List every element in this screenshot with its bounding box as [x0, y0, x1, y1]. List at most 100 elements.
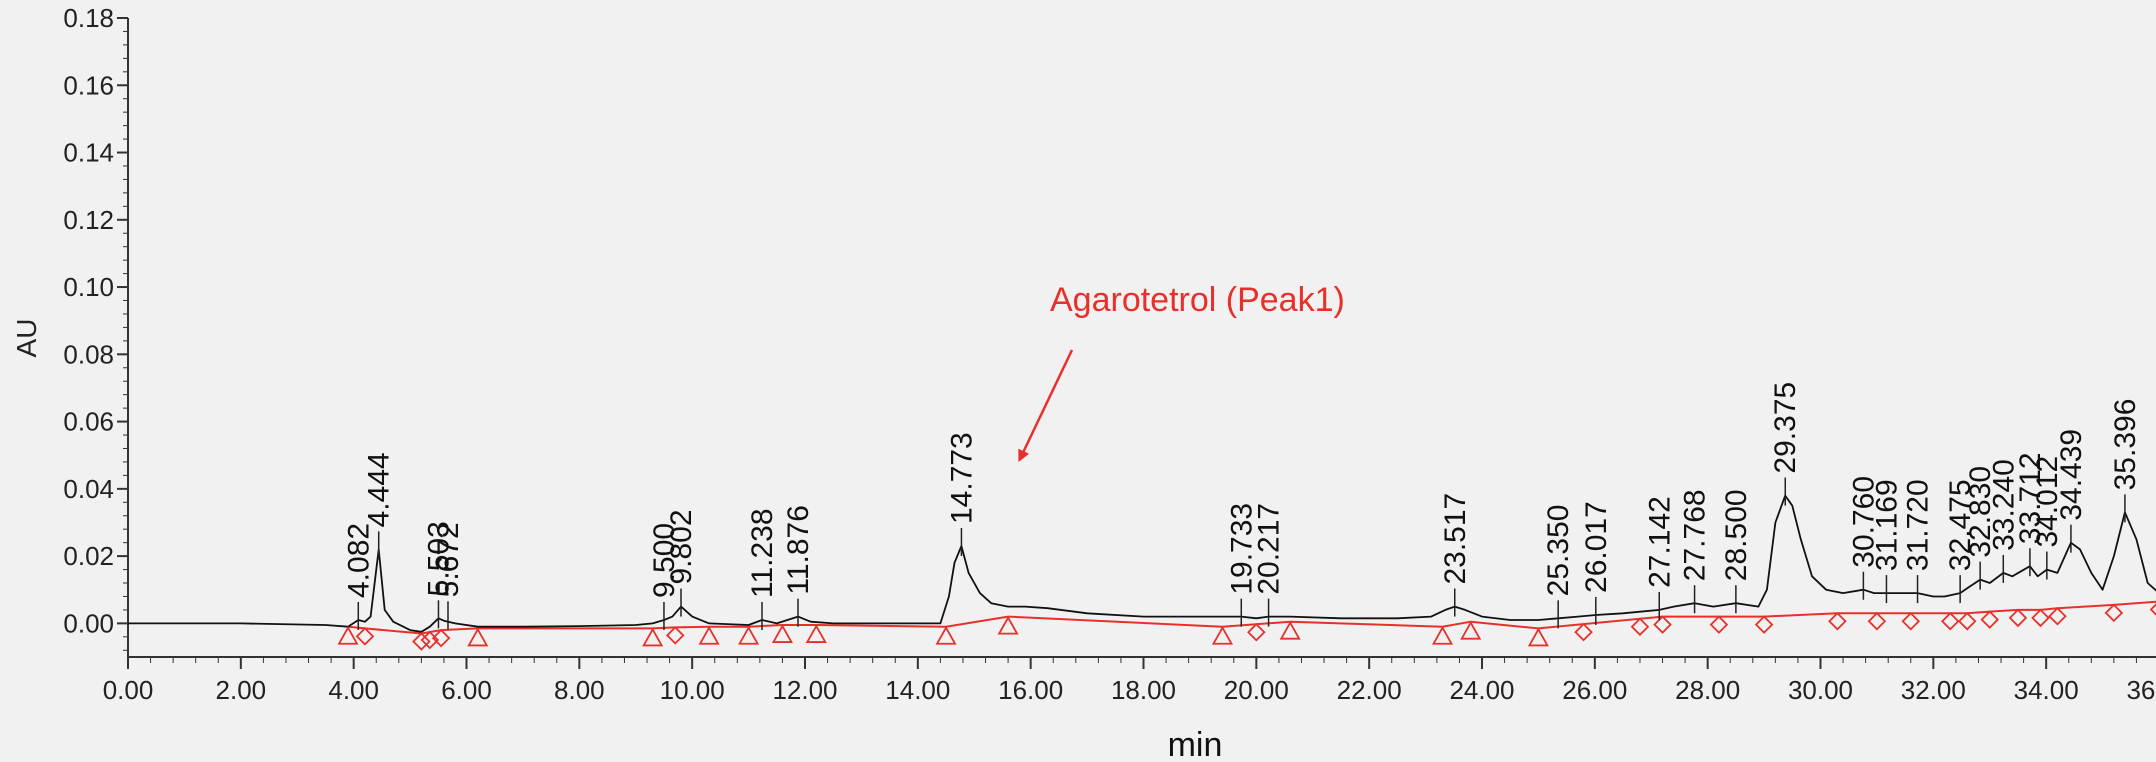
diamond-marker: [2031, 608, 2050, 628]
diamond-marker: [1980, 610, 2000, 629]
x-axis: 0.00 2.00 4.00 6.00 8.00 10.00 12.00 14.00 16.00…: [103, 656, 2156, 705]
peak-label: 19.733: [1225, 503, 1258, 595]
diamond-marker: [1630, 617, 1650, 637]
y-tick-label: 0.06: [63, 407, 114, 437]
diamond-marker: [1247, 622, 1266, 642]
trace-layer: [128, 494, 2156, 633]
peak-label: 31.720: [1902, 479, 1935, 571]
diamond-marker: [355, 627, 375, 646]
peak-label: 23.517: [1439, 493, 1472, 585]
peak-label: 33.712: [2014, 452, 2047, 544]
triangle-marker: [467, 627, 489, 647]
peak-label: 26.017: [1580, 501, 1613, 593]
x-tick-label: 2.00: [216, 675, 267, 705]
triangle-marker: [337, 625, 359, 645]
x-tick-label: 22.00: [1337, 675, 1402, 705]
x-tick-label: 30.00: [1788, 675, 1853, 705]
peak-label: 34.439: [2055, 429, 2088, 521]
diamond-marker: [2149, 603, 2156, 616]
annotation-layer: Agarotetrol (Peak1): [1018, 281, 1345, 463]
peak-label: 20.217: [1253, 503, 1286, 595]
peak-label: 32.475: [1944, 479, 1977, 571]
y-axis-label: AU: [11, 319, 42, 358]
diamond-marker: [1940, 612, 1960, 631]
diamond-marker: [1709, 615, 1729, 634]
peak-label: 35.396: [2109, 399, 2142, 491]
diamond-marker: [420, 630, 440, 650]
peak-label: 29.375: [1769, 382, 1802, 474]
annotation-arrow: [1018, 349, 1074, 463]
x-tick-label: 16.00: [998, 675, 1063, 705]
diamond-marker: [2008, 608, 2028, 628]
triangle-marker: [997, 615, 1019, 635]
peak-label: 4.082: [342, 523, 375, 598]
triangle-marker: [1527, 627, 1549, 647]
y-axis: 0.00 0.02 0.04 0.06 0.08 0.10 0.12 0.14 0.16 0.18: [63, 3, 129, 657]
triangle-marker: [738, 625, 760, 645]
x-axis-label: min: [1168, 726, 1223, 762]
triangle-marker: [1431, 625, 1454, 645]
peak-label: 5.503: [422, 521, 455, 596]
annotation-label: Agarotetrol (Peak1): [1050, 281, 1345, 319]
peak-label: 34.012: [2031, 456, 2064, 548]
peak-label: 33.240: [1987, 459, 2020, 551]
triangle-marker: [771, 624, 793, 643]
y-tick-label: 0.02: [63, 541, 114, 571]
diamond-marker: [1653, 615, 1672, 634]
x-tick-label: 6.00: [441, 675, 492, 705]
x-tick-label: 8.00: [554, 675, 605, 705]
diamond-marker: [1901, 612, 1921, 631]
peak-label: 32.830: [1964, 466, 1997, 558]
x-tick-label: 26.00: [1562, 675, 1627, 705]
x-tick-label: 14.00: [885, 675, 950, 705]
triangle-marker: [805, 624, 827, 643]
diamond-marker: [1828, 612, 1847, 631]
diamond-marker: [2104, 603, 2124, 623]
peak-label: 27.768: [1679, 489, 1712, 581]
diamond-marker: [1867, 612, 1887, 631]
triangle-marker: [1460, 620, 1482, 640]
marker-layer: [337, 603, 2156, 651]
x-tick-label: 18.00: [1111, 675, 1176, 705]
x-tick-label: 12.00: [772, 675, 837, 705]
peak-label: 30.760: [1847, 476, 1880, 568]
peak-label: 14.773: [945, 432, 978, 524]
y-tick-label: 0.16: [63, 70, 114, 100]
peak-label: 11.238: [746, 508, 779, 598]
diamond-marker: [1574, 622, 1593, 642]
triangle-marker: [698, 625, 720, 645]
triangle-marker: [935, 625, 957, 645]
x-tick-label: 32.00: [1901, 675, 1966, 705]
diamond-marker: [2048, 606, 2067, 626]
triangle-marker: [642, 627, 664, 647]
y-tick-label: 0.14: [63, 138, 114, 168]
x-tick-label: 10.00: [660, 675, 725, 705]
x-tick-label: 36.00: [2126, 675, 2156, 705]
y-tick-label: 0.12: [63, 205, 114, 235]
peak-label: 27.142: [1643, 496, 1676, 588]
diamond-marker: [431, 628, 451, 648]
diamond-marker: [412, 632, 431, 651]
x-tick-label: 4.00: [328, 675, 379, 705]
peak-label: 25.350: [1542, 505, 1575, 597]
x-tick-label: 34.00: [2014, 675, 2079, 705]
y-tick-label: 0.18: [63, 3, 114, 33]
y-tick-label: 0.10: [63, 272, 114, 302]
peak-label: 28.500: [1720, 489, 1753, 581]
baseline-layer: [347, 600, 2156, 635]
x-tick-label: 20.00: [1224, 675, 1289, 705]
x-tick-label: 0.00: [103, 675, 154, 705]
triangle-marker: [1279, 620, 1301, 640]
x-tick-label: 28.00: [1675, 675, 1740, 705]
diamond-marker: [665, 626, 685, 645]
peak-label: 4.444: [363, 452, 396, 527]
peak-label: 11.876: [782, 505, 815, 595]
y-tick-label: 0.00: [63, 608, 114, 638]
integration-baseline: [347, 600, 2156, 635]
peak-label: 5.672: [432, 522, 465, 597]
y-tick-label: 0.08: [63, 339, 114, 369]
x-tick-label: 24.00: [1449, 675, 1514, 705]
diamond-marker: [1754, 615, 1774, 634]
